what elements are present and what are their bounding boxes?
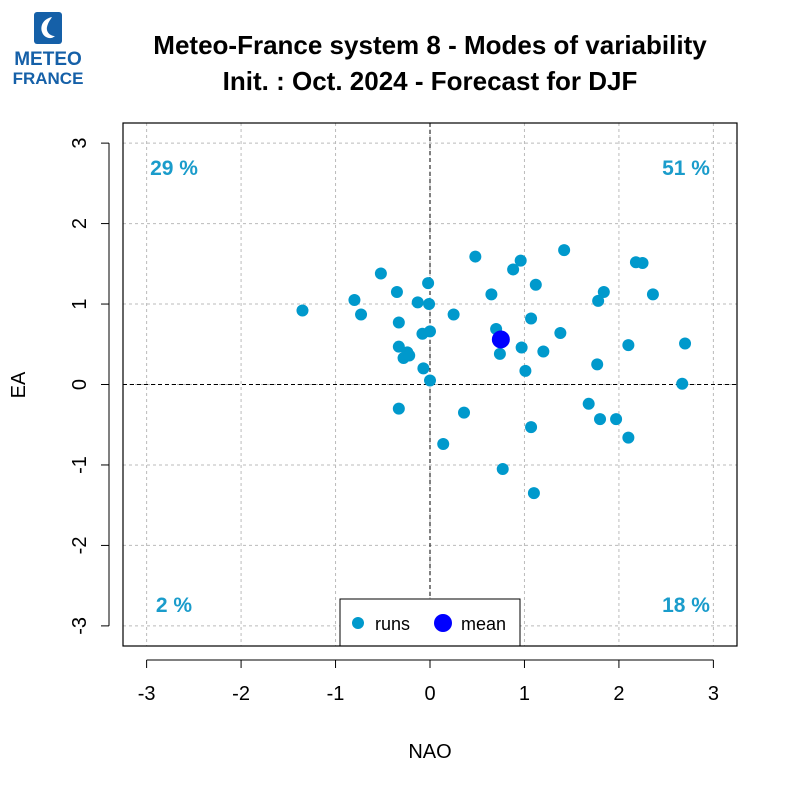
x-tick-label: 1 bbox=[519, 683, 530, 705]
run-point bbox=[679, 337, 692, 350]
run-point bbox=[355, 308, 368, 321]
chart-title-line-2: Init. : Oct. 2024 - Forecast for DJF bbox=[223, 66, 638, 96]
logo-line-2: FRANCE bbox=[13, 69, 84, 88]
run-point bbox=[437, 438, 450, 451]
run-point bbox=[374, 267, 387, 280]
run-point bbox=[515, 341, 528, 354]
run-point bbox=[591, 358, 604, 371]
x-axis-label: NAO bbox=[408, 741, 451, 763]
run-point bbox=[469, 250, 482, 263]
x-tick-label: -2 bbox=[232, 683, 250, 705]
run-point bbox=[519, 364, 532, 377]
run-point bbox=[622, 339, 635, 352]
run-point bbox=[424, 374, 436, 387]
y-tick-label: 2 bbox=[69, 218, 91, 229]
run-point bbox=[392, 402, 405, 415]
chart-title-line-1: Meteo-France system 8 - Modes of variabi… bbox=[153, 30, 707, 60]
run-point bbox=[411, 296, 424, 309]
quadrant-label-bottom-left: 2 % bbox=[156, 594, 193, 617]
run-point bbox=[554, 327, 567, 340]
run-point bbox=[594, 413, 607, 426]
run-point bbox=[403, 349, 416, 362]
run-point bbox=[610, 413, 623, 426]
y-tick-label: -2 bbox=[69, 537, 91, 555]
run-point bbox=[646, 288, 659, 301]
plot-frame bbox=[122, 122, 738, 647]
run-point bbox=[390, 285, 403, 298]
run-point bbox=[525, 312, 538, 325]
y-tick-label: 1 bbox=[69, 298, 91, 309]
legend-runs-marker bbox=[352, 617, 364, 629]
run-point bbox=[558, 244, 571, 257]
run-point bbox=[597, 285, 610, 298]
run-point bbox=[485, 288, 498, 301]
run-point bbox=[529, 278, 542, 291]
legend-mean-label: mean bbox=[461, 614, 506, 634]
run-point bbox=[537, 345, 550, 358]
mean-point bbox=[491, 330, 510, 349]
x-tick-label: -1 bbox=[327, 683, 345, 705]
run-point bbox=[527, 487, 540, 500]
legend: runs mean bbox=[339, 598, 521, 647]
run-point bbox=[392, 316, 405, 329]
run-point bbox=[525, 421, 538, 434]
run-point bbox=[507, 263, 520, 276]
axis-ticks: -3 -2 -1 0 1 2 3 -3 -2 -1 0 1 2 3 bbox=[69, 138, 719, 705]
y-tick-label: -1 bbox=[69, 456, 91, 474]
run-point bbox=[514, 254, 527, 267]
logo-line-1: METEO bbox=[14, 49, 82, 70]
run-point bbox=[423, 298, 436, 311]
legend-mean-marker bbox=[434, 614, 452, 632]
meteo-france-logo: METEO FRANCE bbox=[6, 10, 90, 90]
run-point bbox=[392, 340, 405, 353]
run-point bbox=[622, 431, 635, 444]
data-points bbox=[296, 244, 692, 500]
quadrant-labels: 29 % 51 % 2 % 18 % bbox=[150, 157, 710, 617]
y-tick-label: 3 bbox=[69, 138, 91, 149]
run-point bbox=[458, 406, 471, 419]
x-tick-label: 3 bbox=[708, 683, 719, 705]
legend-box bbox=[339, 598, 521, 647]
run-point bbox=[417, 362, 430, 375]
run-point bbox=[493, 347, 506, 360]
run-point bbox=[348, 294, 361, 307]
run-point bbox=[424, 325, 436, 338]
x-tick-label: -3 bbox=[138, 683, 156, 705]
run-point bbox=[592, 294, 605, 307]
y-tick-label: -3 bbox=[69, 617, 91, 635]
run-point bbox=[582, 397, 595, 410]
y-axis-label: EA bbox=[8, 371, 30, 398]
quadrant-label-bottom-right: 18 % bbox=[662, 594, 710, 617]
run-point bbox=[636, 257, 649, 270]
legend-runs-label: runs bbox=[375, 614, 410, 634]
run-point bbox=[296, 304, 309, 317]
run-point bbox=[496, 462, 509, 475]
run-point bbox=[422, 277, 435, 290]
quadrant-label-top-right: 51 % bbox=[662, 157, 710, 180]
x-tick-label: 2 bbox=[613, 683, 624, 705]
logo-emblem-mark bbox=[41, 17, 55, 39]
x-tick-label: 0 bbox=[424, 683, 435, 705]
quadrant-label-top-left: 29 % bbox=[150, 157, 198, 180]
run-point bbox=[676, 377, 689, 390]
run-point bbox=[447, 308, 460, 321]
y-tick-label: 0 bbox=[69, 379, 91, 390]
